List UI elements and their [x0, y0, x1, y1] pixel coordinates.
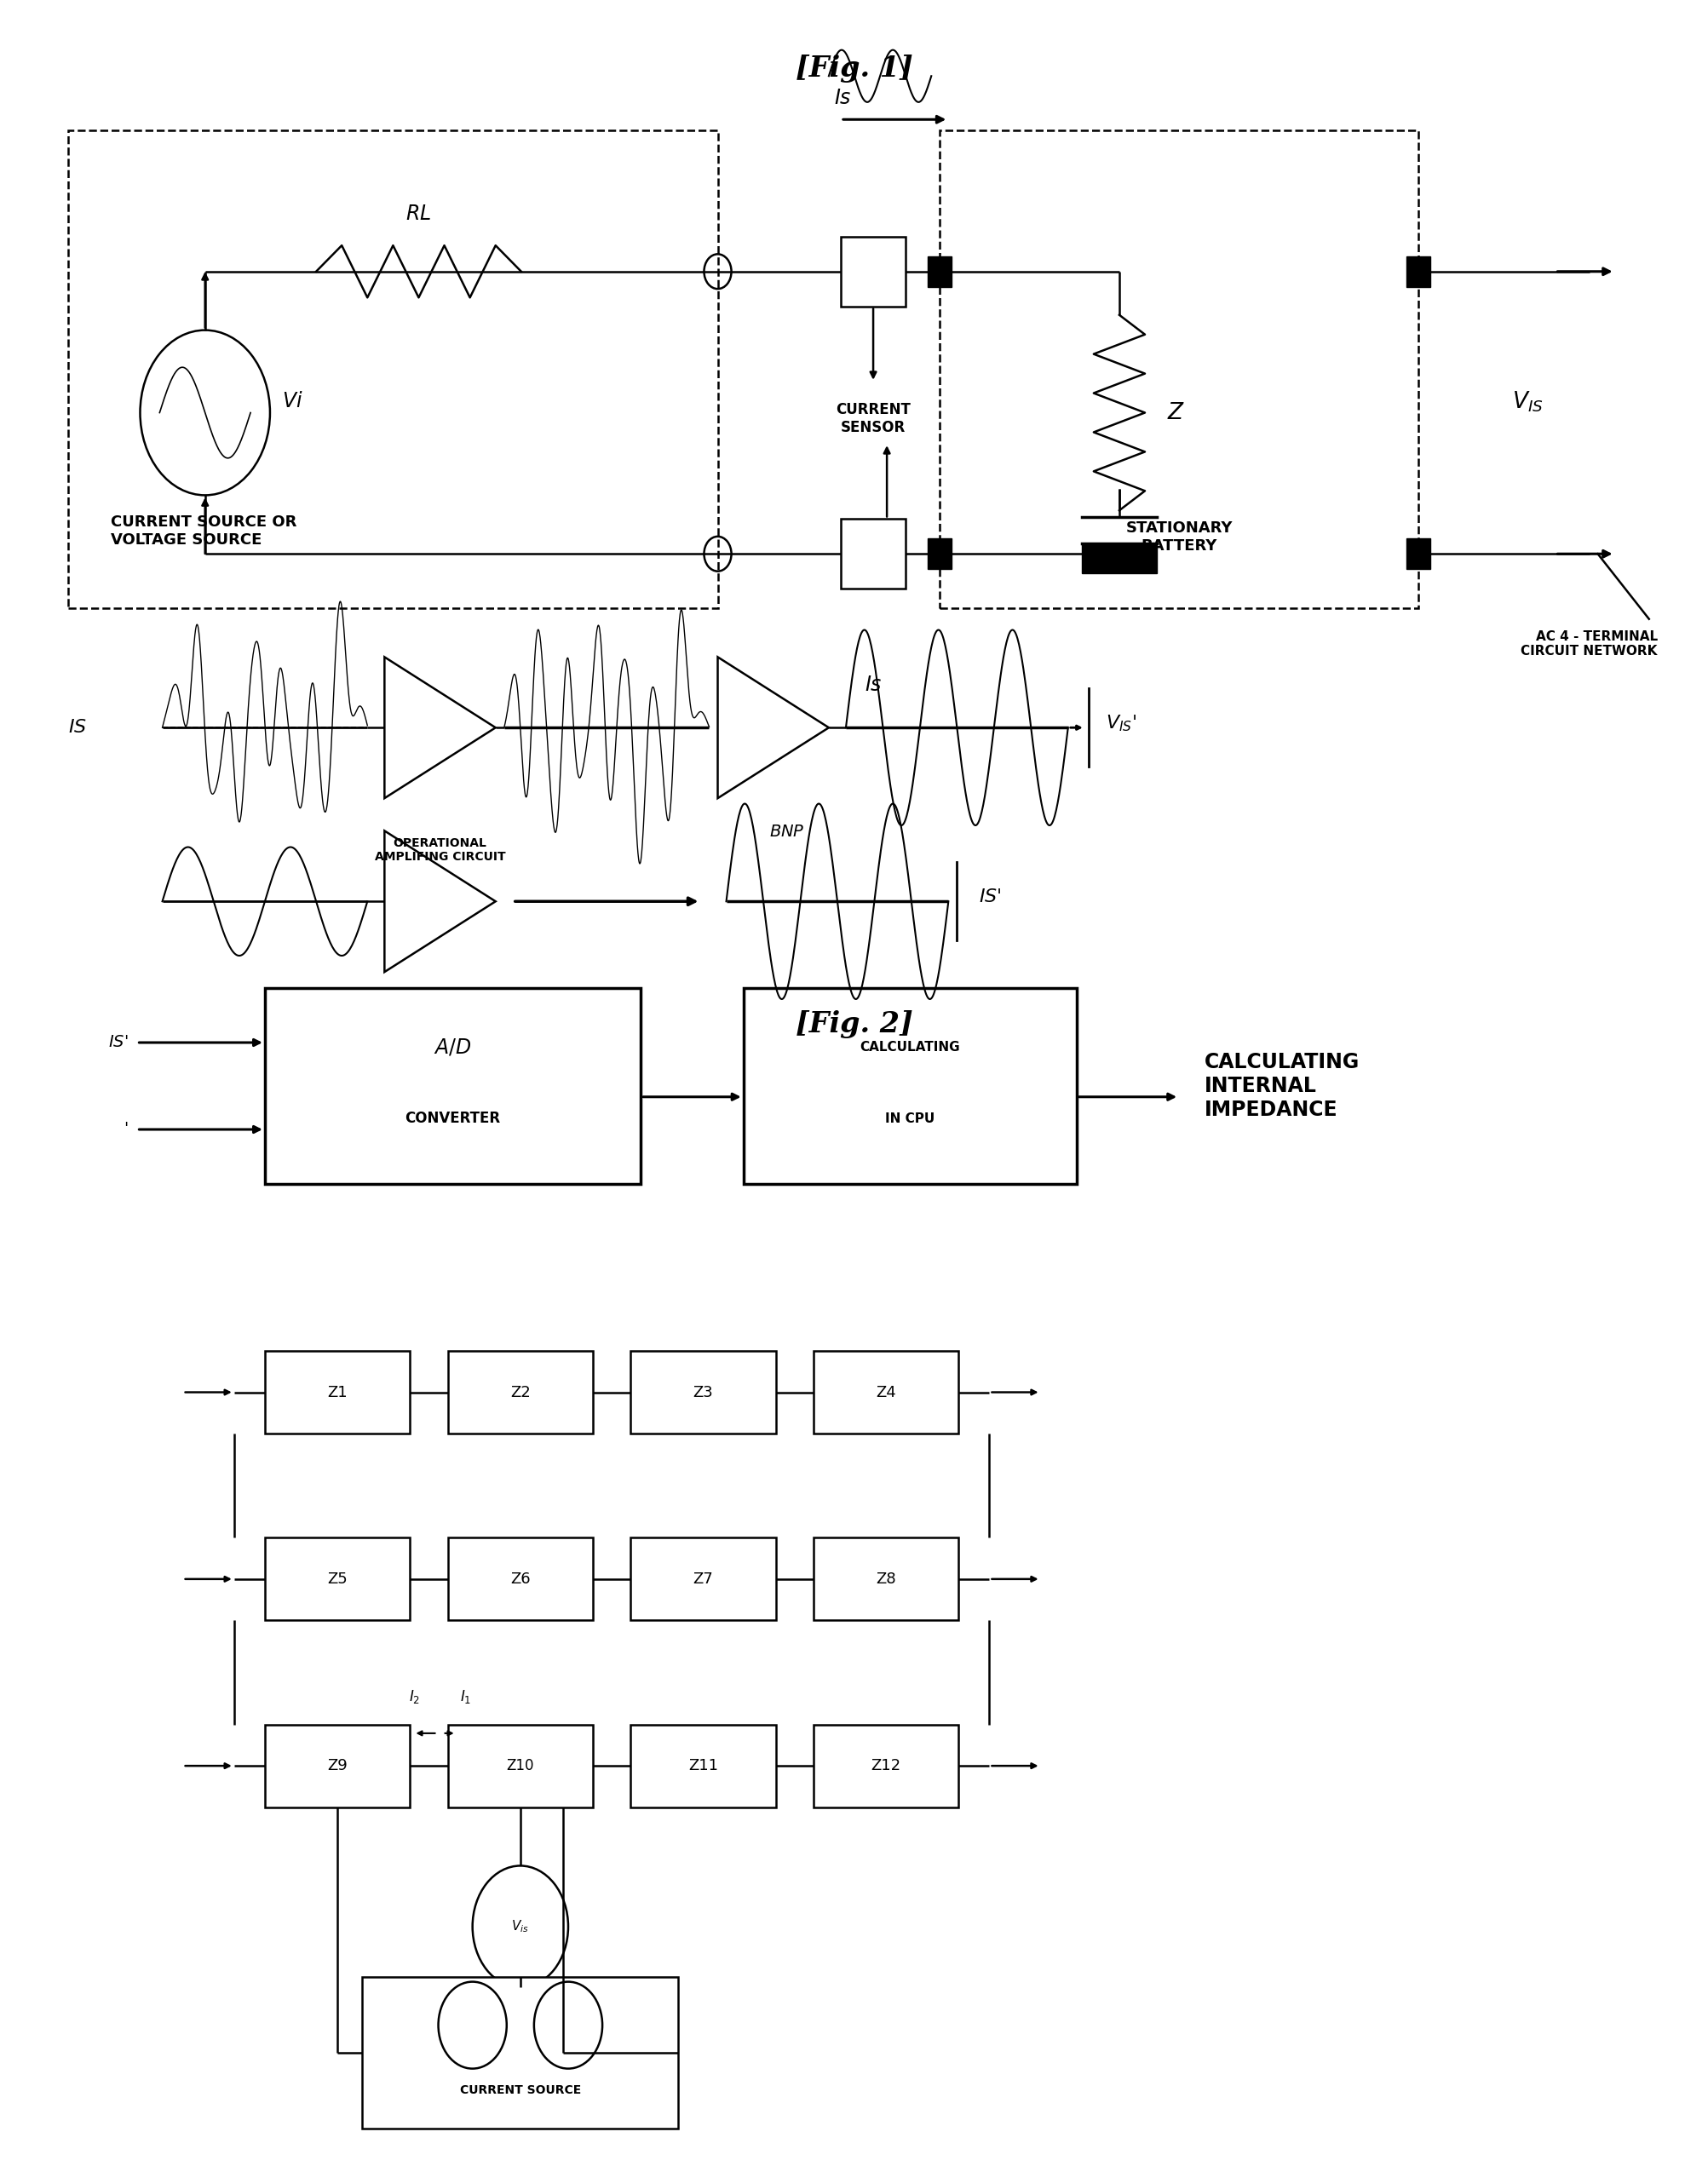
Text: $BNP$: $BNP$ — [769, 823, 804, 841]
Bar — [265, 988, 640, 1184]
Bar — [630, 1725, 775, 1807]
Text: Z7: Z7 — [693, 1570, 712, 1588]
Text: Z12: Z12 — [871, 1757, 900, 1775]
Bar — [1406, 539, 1430, 569]
Text: Z5: Z5 — [328, 1570, 347, 1588]
Text: $Vi$: $Vi$ — [282, 391, 302, 413]
Bar — [743, 988, 1076, 1184]
Text: $IS$': $IS$' — [979, 888, 1001, 906]
Text: Z2: Z2 — [511, 1384, 529, 1401]
Text: Z8: Z8 — [876, 1570, 895, 1588]
Text: CURRENT SOURCE: CURRENT SOURCE — [459, 2085, 581, 2096]
Bar — [265, 1351, 410, 1434]
Text: $I_2$: $I_2$ — [408, 1688, 420, 1705]
Bar — [68, 130, 717, 608]
Text: $Z$: $Z$ — [1167, 402, 1185, 424]
Text: [Fig. 2]: [Fig. 2] — [796, 1010, 912, 1038]
Bar — [265, 1538, 410, 1620]
Bar — [447, 1351, 593, 1434]
Text: Z10: Z10 — [506, 1757, 535, 1775]
Text: Z4: Z4 — [876, 1384, 895, 1401]
Bar — [362, 1977, 678, 2129]
Text: $V_{IS}$': $V_{IS}$' — [1105, 712, 1136, 734]
Text: Z6: Z6 — [511, 1570, 529, 1588]
Text: $V_{IS}$: $V_{IS}$ — [1512, 389, 1542, 415]
Bar — [840, 237, 905, 306]
Text: Z9: Z9 — [328, 1757, 347, 1775]
Bar — [927, 539, 951, 569]
Text: ': ' — [123, 1121, 128, 1138]
Bar — [813, 1538, 958, 1620]
Text: CALCULATING: CALCULATING — [859, 1040, 960, 1053]
Text: $Is$: $Is$ — [864, 675, 881, 695]
Text: $I_1$: $I_1$ — [459, 1688, 471, 1705]
Text: $IS$: $IS$ — [68, 719, 87, 736]
Bar — [939, 130, 1418, 608]
Bar — [447, 1725, 593, 1807]
Bar — [630, 1538, 775, 1620]
Text: IN CPU: IN CPU — [885, 1112, 934, 1125]
Bar — [447, 1538, 593, 1620]
Bar — [927, 256, 951, 287]
Bar — [630, 1351, 775, 1434]
Bar — [1406, 256, 1430, 287]
Bar — [813, 1351, 958, 1434]
Text: Z1: Z1 — [328, 1384, 347, 1401]
Text: $V_{is}$: $V_{is}$ — [511, 1918, 529, 1935]
Text: CONVERTER: CONVERTER — [405, 1110, 500, 1127]
Bar — [265, 1725, 410, 1807]
Text: $IS$': $IS$' — [108, 1034, 128, 1051]
Text: OPERATIONAL
AMPLIFING CIRCUIT: OPERATIONAL AMPLIFING CIRCUIT — [374, 836, 506, 862]
Text: STATIONARY
BATTERY: STATIONARY BATTERY — [1126, 521, 1231, 554]
Text: Z3: Z3 — [693, 1384, 712, 1401]
Bar — [840, 519, 905, 589]
Text: AC 4 - TERMINAL
CIRCUIT NETWORK: AC 4 - TERMINAL CIRCUIT NETWORK — [1520, 630, 1657, 658]
Text: CURRENT SOURCE OR
VOLTAGE SOURCE: CURRENT SOURCE OR VOLTAGE SOURCE — [111, 515, 297, 547]
Text: Z11: Z11 — [688, 1757, 717, 1775]
Text: CURRENT
SENSOR: CURRENT SENSOR — [835, 402, 910, 434]
Text: $A/D$: $A/D$ — [434, 1036, 471, 1058]
Text: CALCULATING
INTERNAL
IMPEDANCE: CALCULATING INTERNAL IMPEDANCE — [1204, 1051, 1360, 1121]
Bar — [813, 1725, 958, 1807]
Text: [Fig. 1]: [Fig. 1] — [796, 54, 912, 83]
Text: $Is$: $Is$ — [834, 89, 851, 109]
Bar — [1081, 543, 1156, 573]
Text: $RL$: $RL$ — [405, 204, 432, 224]
